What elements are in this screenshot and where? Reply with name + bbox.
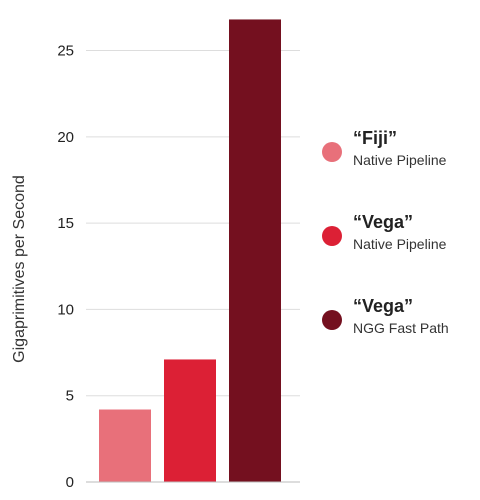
legend-swatch-vega-native	[322, 226, 342, 246]
y-tick-label: 5	[66, 388, 74, 405]
legend: “Fiji” Native Pipeline “Vega” Native Pip…	[322, 128, 477, 380]
y-tick-label: 25	[57, 43, 74, 60]
legend-subtitle: Native Pipeline	[353, 236, 447, 252]
legend-subtitle: Native Pipeline	[353, 152, 447, 168]
y-tick-label: 20	[57, 129, 74, 146]
legend-item-fiji-native: “Fiji” Native Pipeline	[322, 128, 477, 212]
legend-title: “Vega”	[353, 296, 414, 316]
y-tick-label: 0	[66, 474, 74, 491]
y-axis-ticks: 0 5 10 15 20 25	[57, 43, 74, 491]
legend-title: “Fiji”	[353, 128, 397, 148]
legend-title: “Vega”	[353, 212, 414, 232]
legend-item-vega-native: “Vega” Native Pipeline	[322, 212, 477, 296]
legend-item-vega-ngg: “Vega” NGG Fast Path	[322, 296, 477, 380]
bar-1	[99, 409, 151, 482]
bar-3	[229, 19, 281, 483]
y-axis-label: Gigaprimitives per Second	[11, 175, 28, 363]
legend-swatch-fiji-native	[322, 142, 342, 162]
legend-swatch-vega-ngg	[322, 310, 342, 330]
y-tick-label: 10	[57, 301, 74, 318]
bar-2	[164, 359, 216, 482]
legend-subtitle: NGG Fast Path	[353, 320, 449, 336]
bars	[99, 19, 281, 483]
y-tick-label: 15	[57, 215, 74, 232]
